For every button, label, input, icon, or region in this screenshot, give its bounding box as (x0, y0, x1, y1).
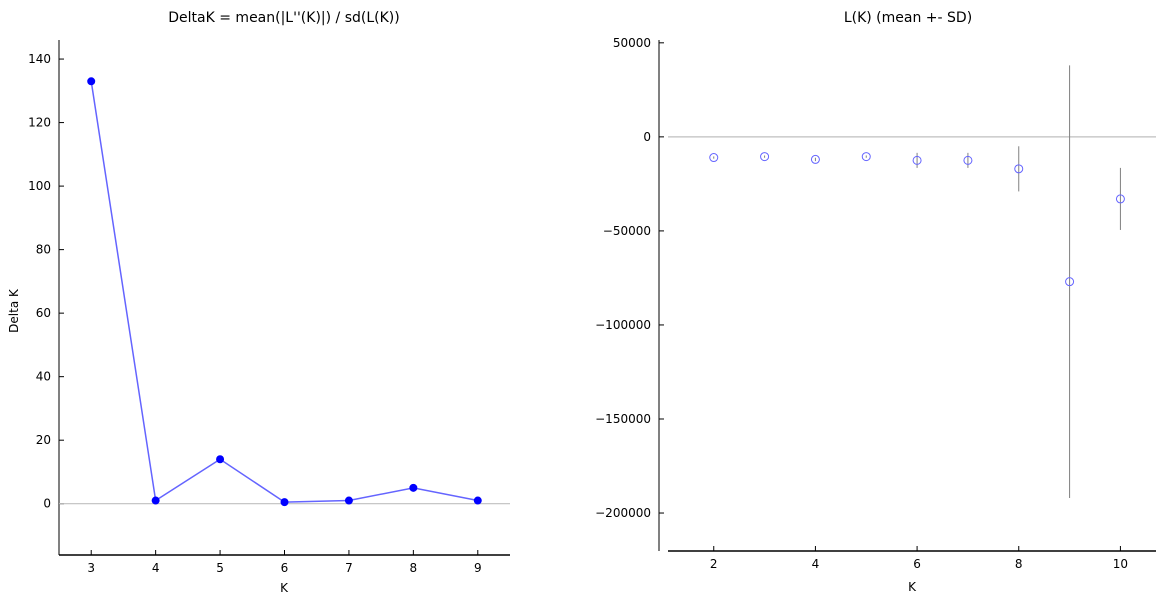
x-tick-label: 5 (216, 561, 224, 575)
y-tick-label: 60 (36, 306, 51, 320)
data-point (709, 153, 719, 163)
series-line (90, 81, 478, 503)
data-point (1065, 277, 1075, 287)
data-point (1115, 194, 1125, 204)
y-tick-label: 120 (28, 116, 51, 130)
x-tick-label: 9 (474, 561, 482, 575)
data-point (87, 77, 96, 86)
x-tick-label: 8 (1015, 557, 1023, 571)
x-tick-label: 4 (152, 561, 160, 575)
data-point (473, 496, 482, 505)
x-tick-label: 3 (87, 561, 95, 575)
data-point (280, 498, 289, 507)
y-axis-label: Delta K (7, 288, 21, 333)
data-point (963, 155, 973, 165)
x-tick-label: 6 (913, 557, 921, 571)
data-point (216, 455, 225, 464)
y-tick-label: −100000 (595, 318, 651, 332)
y-tick-label: 40 (36, 370, 51, 384)
data-point (810, 154, 820, 164)
y-tick-label: −150000 (595, 412, 651, 426)
y-tick-label: 20 (36, 433, 51, 447)
data-point (409, 483, 418, 492)
y-tick-label: 0 (643, 130, 651, 144)
data-point (861, 152, 871, 162)
y-tick-label: −50000 (603, 224, 651, 238)
y-tick-label: 100 (28, 179, 51, 193)
chart-title: L(K) (mean +- SD) (844, 10, 972, 26)
chart-title: DeltaK = mean(|L''(K)|) / sd(L(K)) (168, 10, 399, 26)
y-tick-label: 0 (43, 497, 51, 511)
x-tick-label: 7 (345, 561, 353, 575)
data-point (912, 155, 922, 165)
x-tick-label: 2 (710, 557, 718, 571)
x-tick-label: 6 (281, 561, 289, 575)
y-tick-label: 80 (36, 243, 51, 257)
y-tick-label: −200000 (595, 506, 651, 520)
x-axis-label: K (908, 580, 917, 594)
x-tick-label: 8 (410, 561, 418, 575)
data-point (344, 496, 353, 505)
lk-chart: L(K) (mean +- SD) K 50000 0 −50000 −100000 −… (595, 10, 1156, 594)
delta-k-chart: DeltaK = mean(|L''(K)|) / sd(L(K)) K Del… (7, 10, 510, 595)
data-point (760, 152, 770, 162)
y-tick-label: 50000 (613, 36, 651, 50)
data-point (151, 496, 160, 505)
y-tick-label: 140 (28, 52, 51, 66)
data-point (1014, 164, 1024, 174)
x-tick-label: 10 (1113, 557, 1128, 571)
x-axis-label: K (280, 581, 289, 595)
x-tick-label: 4 (812, 557, 820, 571)
